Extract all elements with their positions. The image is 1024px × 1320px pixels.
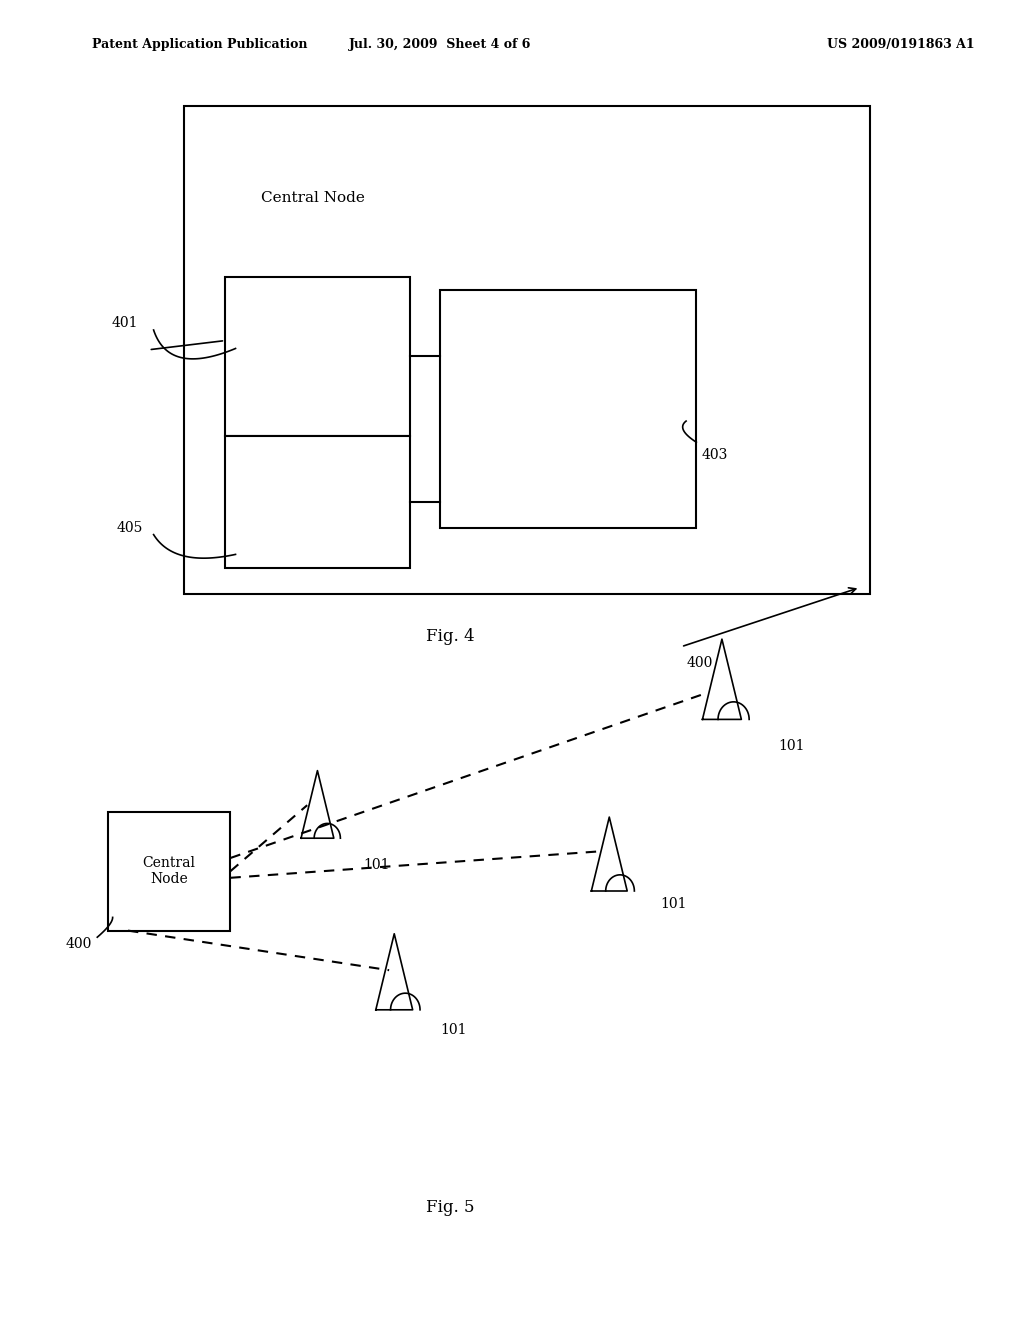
Text: Fig. 4: Fig. 4: [426, 628, 475, 644]
Text: 400: 400: [686, 656, 713, 671]
Text: 400: 400: [66, 937, 92, 950]
Text: 101: 101: [364, 858, 390, 871]
Text: Fig. 5: Fig. 5: [426, 1200, 475, 1216]
Text: Central
Node: Central Node: [142, 857, 196, 886]
FancyBboxPatch shape: [440, 290, 696, 528]
FancyBboxPatch shape: [225, 436, 410, 568]
Text: 101: 101: [778, 739, 805, 752]
Text: 101: 101: [440, 1023, 467, 1036]
Text: Jul. 30, 2009  Sheet 4 of 6: Jul. 30, 2009 Sheet 4 of 6: [349, 38, 531, 51]
Text: US 2009/0191863 A1: US 2009/0191863 A1: [827, 38, 975, 51]
Text: 401: 401: [112, 317, 138, 330]
Text: 101: 101: [660, 898, 687, 911]
FancyBboxPatch shape: [225, 277, 410, 436]
Text: Patent Application Publication: Patent Application Publication: [92, 38, 307, 51]
Text: Central Node: Central Node: [261, 191, 365, 205]
FancyBboxPatch shape: [108, 812, 230, 931]
FancyBboxPatch shape: [184, 106, 870, 594]
Text: 403: 403: [701, 449, 728, 462]
Text: 405: 405: [117, 521, 143, 535]
